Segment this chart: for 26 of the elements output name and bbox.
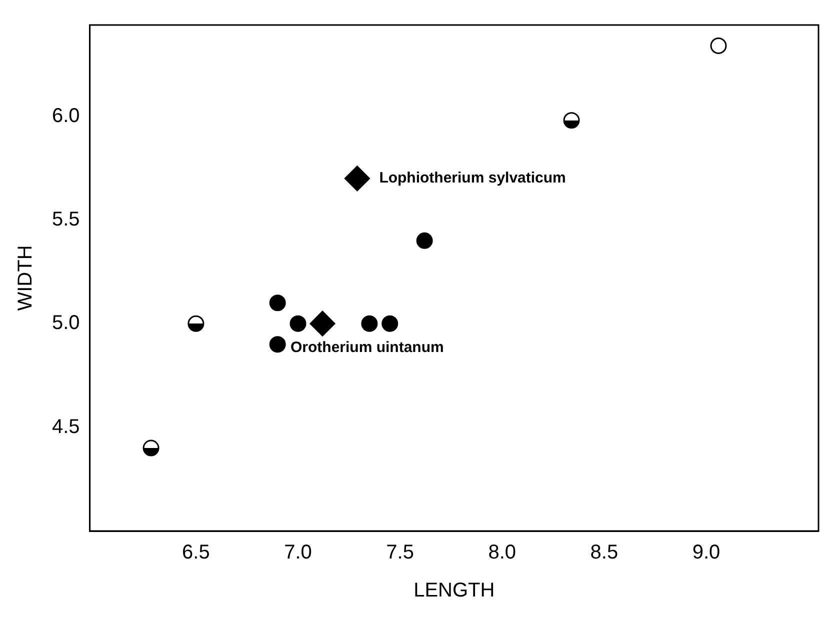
point bbox=[710, 37, 727, 54]
x-tick-label: 6.5 bbox=[182, 542, 210, 564]
annotation: Lophiotherium sylvaticum bbox=[379, 170, 566, 187]
annotation: Orotherium uintanum bbox=[290, 338, 444, 356]
y-tick-label: 6.0 bbox=[52, 104, 80, 127]
point bbox=[310, 310, 336, 336]
point bbox=[142, 440, 160, 456]
y-tick-label: 5.5 bbox=[52, 208, 80, 230]
point bbox=[382, 315, 398, 332]
point bbox=[361, 315, 378, 332]
point bbox=[269, 294, 286, 312]
x-tick-label: 8.5 bbox=[590, 542, 618, 564]
point bbox=[344, 166, 370, 192]
x-tick-label: 8.0 bbox=[488, 542, 516, 564]
x-tick-label: 9.0 bbox=[692, 542, 720, 564]
point bbox=[563, 112, 580, 129]
x-tick-label: 7.5 bbox=[386, 542, 414, 564]
y-axis-title: WIDTH bbox=[14, 245, 37, 311]
point bbox=[188, 315, 204, 332]
x-axis-title: LENGTH bbox=[414, 580, 495, 602]
point bbox=[290, 315, 306, 332]
x-tick-label: 7.0 bbox=[284, 542, 312, 564]
point bbox=[416, 232, 433, 249]
y-tick-label: 4.5 bbox=[52, 416, 80, 438]
y-tick-label: 5.0 bbox=[52, 312, 80, 334]
point bbox=[269, 336, 286, 353]
